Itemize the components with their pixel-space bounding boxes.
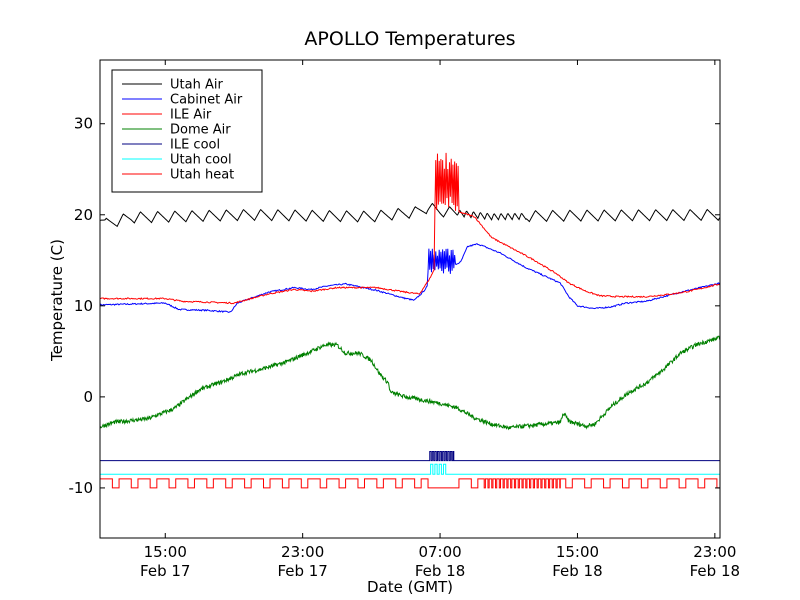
x-tick-label-time: 07:00 [418, 543, 461, 561]
legend-label: Utah heat [170, 168, 234, 183]
legend-box [111, 69, 263, 193]
chart-title: APOLLO Temperatures [304, 28, 515, 50]
y-axis-label: Temperature (C) [48, 239, 66, 362]
x-tick-label-date: Feb 18 [552, 562, 602, 580]
y-tick-label: 10 [74, 297, 93, 315]
series-dome-air-line [100, 335, 720, 431]
x-tick-label-time: 15:00 [556, 543, 599, 561]
legend-label: ILE Air [170, 108, 212, 123]
y-tick-label: 20 [74, 206, 93, 224]
series-cabinet-air-line [100, 243, 720, 314]
series-utah-cool-line [100, 463, 720, 475]
x-tick-label-date: Feb 18 [415, 562, 465, 580]
x-tick-label-time: 23:00 [693, 543, 736, 561]
x-axis-label: Date (GMT) [367, 578, 453, 596]
x-tick-label-date: Feb 17 [140, 562, 190, 580]
x-tick-label-time: 15:00 [144, 543, 187, 561]
series-utah-heat-line [100, 478, 720, 511]
series-layer [100, 152, 720, 511]
plot-frame [99, 59, 721, 539]
legend-label: ILE cool [170, 138, 220, 153]
series-ile-cool-line [100, 451, 720, 462]
x-tick-label-date: Feb 18 [690, 562, 740, 580]
y-tick-label: 0 [83, 388, 93, 406]
x-tick-label-date: Feb 17 [277, 562, 327, 580]
y-tick-label: 30 [74, 115, 93, 133]
series-utah-air-line [100, 202, 720, 228]
plot-area [99, 59, 721, 539]
legend-label: Cabinet Air [170, 93, 243, 108]
legend-label: Dome Air [170, 123, 231, 138]
series-ile-air-line [100, 152, 720, 305]
y-tick-label: -10 [69, 479, 94, 497]
legend-label: Utah Air [170, 78, 223, 93]
x-tick-label-time: 23:00 [281, 543, 324, 561]
legend-label: Utah cool [170, 153, 232, 168]
